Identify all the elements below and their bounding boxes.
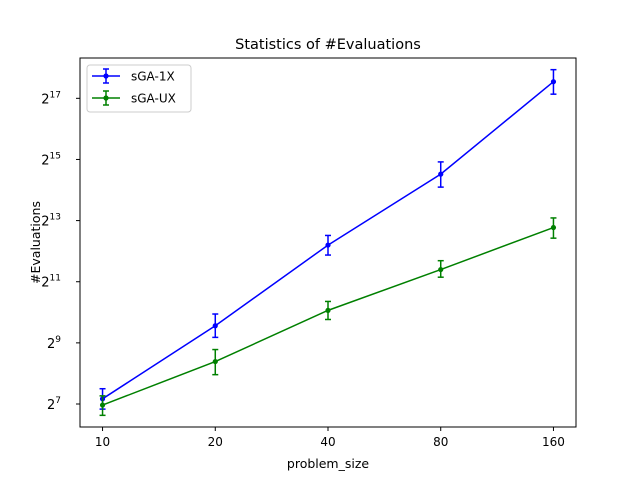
- series-sGA-1X: [99, 68, 557, 410]
- data-point: [212, 358, 218, 365]
- chart-title: Statistics of #Evaluations: [235, 37, 421, 53]
- y-tick-label: 217: [41, 90, 61, 107]
- data-point: [212, 323, 218, 329]
- x-tick-label: 80: [433, 435, 448, 449]
- y-axis-label: #Evaluations: [28, 201, 43, 284]
- y-tick-base: 2: [41, 215, 49, 230]
- y-tick-exponent: 7: [55, 396, 61, 406]
- legend: sGA-1X sGA-UX: [86, 64, 192, 113]
- x-tick-label: 160: [542, 435, 565, 449]
- x-tick-label: 20: [208, 435, 223, 449]
- y-tick-label: 211: [41, 274, 61, 291]
- data-point: [325, 242, 331, 248]
- y-tick-exponent: 17: [50, 90, 61, 100]
- y-tick-exponent: 9: [55, 335, 61, 345]
- y-tick-base: 2: [41, 153, 49, 168]
- y-tick-base: 2: [47, 337, 55, 352]
- x-axis-ticks: 10 20 40 80 160: [95, 427, 565, 449]
- y-tick-base: 2: [41, 276, 49, 291]
- legend-item: sGA-1X: [92, 68, 175, 84]
- x-tick-label: 10: [95, 435, 110, 449]
- y-tick-exponent: 15: [50, 151, 61, 161]
- plot-area: [99, 68, 557, 417]
- x-tick-label: 40: [320, 435, 335, 449]
- legend-marker: [103, 73, 109, 79]
- data-point: [99, 402, 106, 408]
- legend-item: sGA-UX: [92, 90, 176, 106]
- y-tick-base: 2: [47, 398, 55, 413]
- y-tick-exponent: 13: [50, 213, 61, 223]
- y-tick-label: 213: [41, 213, 61, 230]
- y-tick-base: 2: [41, 92, 49, 107]
- data-point: [550, 79, 557, 85]
- data-point: [438, 171, 444, 177]
- y-tick-label: 215: [41, 151, 61, 168]
- series-sGA-UX: [99, 217, 557, 417]
- data-point: [438, 266, 444, 273]
- data-point: [325, 307, 331, 313]
- legend-label: sGA-1X: [131, 70, 175, 84]
- legend-label: sGA-UX: [131, 92, 176, 106]
- y-tick-exponent: 11: [50, 274, 61, 284]
- data-point: [550, 224, 557, 231]
- y-tick-label: 27: [47, 396, 61, 413]
- legend-marker: [103, 95, 109, 101]
- x-axis-label: problem_size: [287, 456, 370, 471]
- y-tick-label: 29: [47, 335, 61, 352]
